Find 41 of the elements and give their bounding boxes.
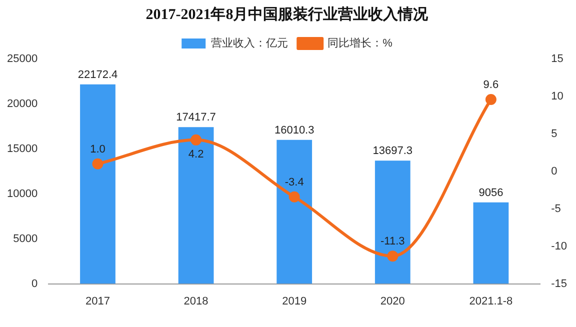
point (387, 250, 398, 262)
bar (80, 84, 116, 284)
x-tick-label: 2018 (184, 295, 208, 308)
y-tick-label: 15000 (6, 142, 38, 155)
data-label: 22172.4 (78, 68, 118, 81)
data-label: -3.4 (284, 176, 304, 188)
x-tick-label: 2019 (282, 295, 307, 308)
x-tick-label: 2017 (86, 295, 110, 308)
point (485, 94, 496, 105)
point (190, 134, 202, 146)
y2-tick-label: 10 (551, 90, 564, 102)
data-label: 16010.3 (274, 124, 314, 136)
chart-title: 2017-2021年8月中国服装行业营业收入情况 (146, 6, 430, 23)
data-label: 1.0 (90, 143, 106, 156)
bar (276, 140, 312, 284)
y2-tick-label: -5 (551, 202, 561, 215)
y-tick-label: 0 (31, 278, 38, 290)
y2-tick-label: 0 (551, 165, 558, 178)
data-label: 4.2 (188, 148, 204, 160)
bar (374, 160, 410, 284)
y2-tick-label: 15 (551, 53, 564, 66)
point (92, 158, 104, 170)
y2-tick-label: -10 (551, 240, 568, 252)
bar (473, 202, 509, 284)
x-tick-label: 2020 (380, 295, 405, 308)
data-label: 17417.7 (176, 112, 216, 124)
y-tick-label: 25000 (6, 53, 38, 66)
x-tick-label: 2021.1-8 (469, 295, 513, 308)
data-label: 9.6 (483, 78, 499, 91)
y-tick-label: 20000 (6, 98, 38, 110)
bar (178, 127, 214, 284)
y2-tick-label: 5 (551, 128, 558, 140)
data-label: 13697.3 (372, 145, 413, 158)
y-tick-label: 5000 (13, 232, 38, 245)
y-tick-label: 10000 (6, 188, 38, 200)
data-label: -11.3 (380, 236, 405, 248)
point (288, 191, 300, 202)
y2-tick-label: -15 (551, 278, 568, 290)
data-label: 9056 (478, 186, 504, 199)
legend-label: 同比增长：% (328, 36, 393, 50)
legend-label: 营业收入：亿元 (211, 36, 288, 50)
